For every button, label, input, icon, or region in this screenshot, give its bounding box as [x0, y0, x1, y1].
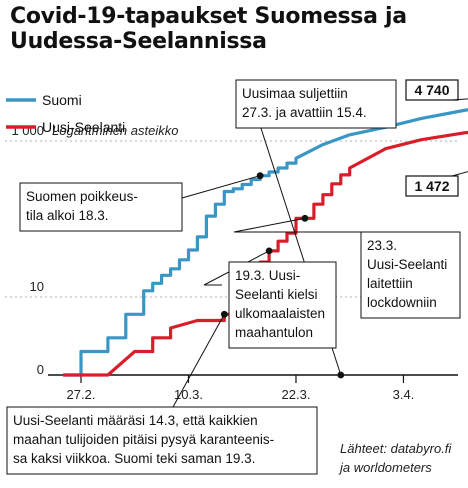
- annotation: Uusimaa suljettiin 27.3. ja avattiin 15.4…: [235, 79, 397, 379]
- annotation-leader: [233, 217, 361, 233]
- annotation-text: 23.3.: [367, 238, 397, 253]
- end-value-frame: [405, 175, 459, 197]
- annotation-frame: [6, 406, 318, 475]
- annotation-dot: [301, 214, 309, 222]
- series-line-suomi: [63, 108, 468, 377]
- annotation-text: Uusi-Seelanti: [367, 257, 447, 272]
- end-value-box: 1 472: [405, 175, 459, 197]
- annotation-text: 27.3. ja avattiin 15.4.: [242, 105, 367, 120]
- scale-note: Logaritminen asteikko: [52, 123, 178, 138]
- annotation-frame: [19, 182, 183, 232]
- x-tick-label: 10.3.: [174, 387, 203, 402]
- annotation-box: Uusi-Seelanti määräsi 14.3, että kaikkie…: [6, 406, 318, 475]
- annotation-text: 19.3. Uusi-: [235, 268, 300, 283]
- annotation: 23.3. Uusi-Seelanti laitettiin lockdowniin: [233, 214, 461, 319]
- annotation-text: ulkomaalaisten: [235, 306, 325, 321]
- annotation: 19.3. Uusi- Seelanti kielsi ulkomaalaisten…: [203, 247, 337, 349]
- annotation-text: sa kaksi viikkoa. Suomi teki saman 19.3.: [13, 451, 255, 466]
- legend-label: Suomi: [42, 92, 82, 108]
- source-text: Lähteet: databyro.fi: [340, 441, 452, 456]
- y-tick-label: 0: [37, 362, 44, 377]
- annotation-text: tila alkoi 18.3.: [26, 208, 109, 223]
- annotation-text: maahantulon: [235, 325, 313, 340]
- annotation-text: Uusi-Seelanti määräsi 14.3, että kaikkie…: [13, 413, 258, 428]
- annotation-dot: [337, 371, 345, 379]
- chart-title: Covid-19-tapaukset Suomessa ja Uudessa-S…: [10, 4, 407, 54]
- series-line-uusi-seelanti: [63, 130, 468, 377]
- annotation-frame: [360, 231, 461, 319]
- y-tick-label: 10: [30, 279, 44, 294]
- annotation-leader: [181, 175, 261, 199]
- annotation-frame: [228, 261, 337, 349]
- annotation-text: Uusimaa suljettiin: [242, 86, 348, 101]
- end-value-label: 4 740: [414, 82, 449, 98]
- x-tick-label: 27.2.: [67, 387, 96, 402]
- x-tick-label: 22.3.: [282, 387, 311, 402]
- annotation-dot: [220, 310, 228, 318]
- annotation-dot: [265, 247, 273, 255]
- annotation-text: Seelanti kielsi: [235, 287, 318, 302]
- end-value-frame: [405, 79, 459, 101]
- annotation-frame: [235, 79, 397, 129]
- annotation-text: laitettiin: [367, 276, 413, 291]
- x-tick-label: 3.4.: [393, 387, 415, 402]
- annotation-box: Uusimaa suljettiin 27.3. ja avattiin 15.4…: [235, 79, 397, 129]
- end-value-box: 4 740: [405, 79, 459, 101]
- source-text: ja worldometers: [338, 460, 432, 475]
- annotation: Suomen poikkeus-tila alkoi 18.3.: [19, 172, 264, 232]
- annotation-dot: [256, 172, 264, 180]
- annotation-text: maahan tulijoiden pitäisi pysyä karantee…: [13, 432, 274, 447]
- annotation-box: 23.3. Uusi-Seelanti laitettiin lockdowniin: [360, 231, 461, 319]
- end-value-label: 1 472: [414, 178, 449, 194]
- annotation-text: lockdowniin: [367, 295, 437, 310]
- annotation: Uusi-Seelanti määräsi 14.3, että kaikkie…: [6, 310, 318, 475]
- annotation-box: Suomen poikkeus-tila alkoi 18.3.: [19, 182, 183, 232]
- annotation-leader: [172, 314, 225, 408]
- annotation-box: 19.3. Uusi- Seelanti kielsi ulkomaalaisten…: [228, 261, 337, 349]
- legend-label: Uusi-Seelanti: [42, 119, 125, 135]
- annotation-text: Suomen poikkeus-: [26, 189, 138, 204]
